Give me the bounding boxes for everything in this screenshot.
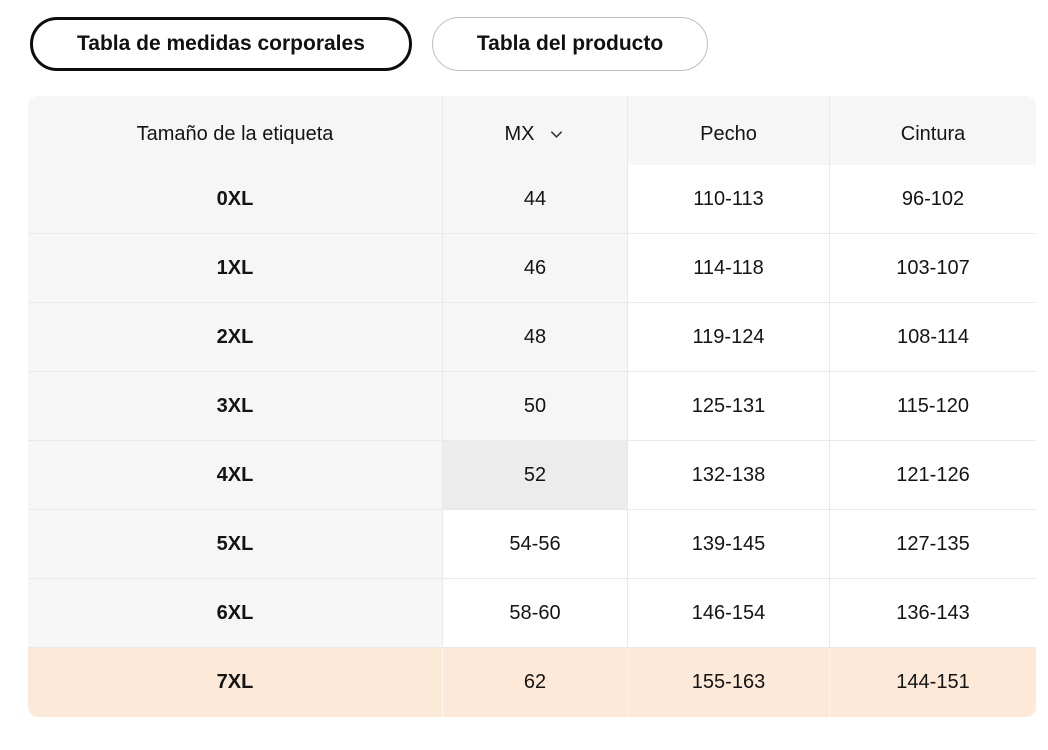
cell-value: 44 — [523, 187, 547, 210]
cell-2xl-mx: 48 — [443, 303, 628, 372]
cell-value: 108-114 — [897, 325, 969, 348]
cell-1xl-pecho: 114-118 — [628, 234, 830, 303]
cell-4xl-mx: 52 — [443, 441, 628, 510]
cell-6xl-mx: 58-60 — [443, 579, 628, 648]
cell-value: 125-131 — [691, 394, 766, 417]
cell-value: 121-126 — [896, 463, 970, 486]
cell-1xl-cintura: 103-107 — [830, 234, 1036, 303]
cell-value: 155-163 — [691, 671, 766, 693]
cell-7xl-cintura: 144-151 — [830, 648, 1036, 717]
cell-value: 3XL — [216, 394, 254, 417]
cell-6xl-pecho: 146-154 — [628, 579, 830, 648]
cell-value: 119-124 — [692, 325, 765, 348]
cell-value: 58-60 — [509, 601, 561, 624]
cell-value: 110-113 — [693, 187, 764, 210]
size-chart-tabs: Tabla de medidas corporales Tabla del pr… — [30, 17, 1048, 71]
cell-value: 7XL — [216, 671, 254, 693]
size-table: Tamaño de la etiqueta MX Pecho Cintura 0… — [28, 96, 1036, 717]
column-header-label: Tamaño de la etiqueta — [136, 123, 334, 145]
cell-value: 4XL — [216, 463, 254, 486]
cell-6xl-label: 6XL — [28, 579, 443, 648]
cell-4xl-pecho: 132-138 — [628, 441, 830, 510]
cell-value: 136-143 — [896, 601, 970, 624]
column-header-label: Pecho — [700, 123, 757, 145]
header-label: Tamaño de la etiqueta — [28, 96, 443, 174]
cell-3xl-mx: 50 — [443, 372, 628, 441]
cell-value: 127-135 — [896, 532, 970, 555]
cell-value: 114-118 — [693, 256, 764, 279]
cell-1xl-mx: 46 — [443, 234, 628, 303]
cell-4xl-label: 4XL — [28, 441, 443, 510]
cell-0xl-mx: 44 — [443, 165, 628, 234]
cell-value: 115-120 — [897, 394, 969, 417]
cell-value: 2XL — [216, 325, 254, 348]
cell-value: 96-102 — [901, 187, 965, 210]
cell-0xl-label: 0XL — [28, 165, 443, 234]
cell-5xl-pecho: 139-145 — [628, 510, 830, 579]
header-mx-dropdown[interactable]: MX — [443, 96, 628, 174]
cell-value: 5XL — [216, 532, 254, 555]
cell-value: 146-154 — [691, 601, 766, 624]
cell-6xl-cintura: 136-143 — [830, 579, 1036, 648]
cell-value: 62 — [523, 671, 547, 693]
cell-2xl-pecho: 119-124 — [628, 303, 830, 372]
cell-value: 46 — [523, 256, 547, 279]
cell-5xl-label: 5XL — [28, 510, 443, 579]
cell-value: 139-145 — [691, 532, 766, 555]
cell-7xl-pecho: 155-163 — [628, 648, 830, 717]
cell-value: 1XL — [216, 256, 254, 279]
tab-product-measurements[interactable]: Tabla del producto — [431, 17, 709, 71]
cell-5xl-cintura: 127-135 — [830, 510, 1036, 579]
cell-4xl-cintura: 121-126 — [830, 441, 1036, 510]
header-pecho: Pecho — [628, 96, 830, 174]
cell-2xl-cintura: 108-114 — [830, 303, 1036, 372]
cell-0xl-pecho: 110-113 — [628, 165, 830, 234]
cell-7xl-mx: 62 — [443, 648, 628, 717]
cell-7xl-label: 7XL — [28, 648, 443, 717]
chevron-down-icon — [547, 125, 566, 144]
cell-value: 6XL — [216, 601, 254, 624]
cell-value: 48 — [523, 325, 547, 348]
cell-value: 54-56 — [509, 532, 561, 555]
cell-value: 144-151 — [896, 671, 970, 693]
cell-1xl-label: 1XL — [28, 234, 443, 303]
cell-3xl-cintura: 115-120 — [830, 372, 1036, 441]
column-header-label: Cintura — [900, 123, 966, 145]
cell-value: 132-138 — [691, 463, 766, 486]
tab-body-measurements[interactable]: Tabla de medidas corporales — [30, 17, 412, 71]
cell-0xl-cintura: 96-102 — [830, 165, 1036, 234]
cell-value: 0XL — [216, 187, 254, 210]
cell-value: 52 — [523, 463, 547, 486]
cell-3xl-pecho: 125-131 — [628, 372, 830, 441]
cell-value: 103-107 — [896, 256, 970, 279]
cell-3xl-label: 3XL — [28, 372, 443, 441]
cell-value: 50 — [523, 394, 547, 417]
column-header-label: MX — [504, 123, 535, 145]
header-cintura: Cintura — [830, 96, 1036, 174]
cell-5xl-mx: 54-56 — [443, 510, 628, 579]
cell-2xl-label: 2XL — [28, 303, 443, 372]
